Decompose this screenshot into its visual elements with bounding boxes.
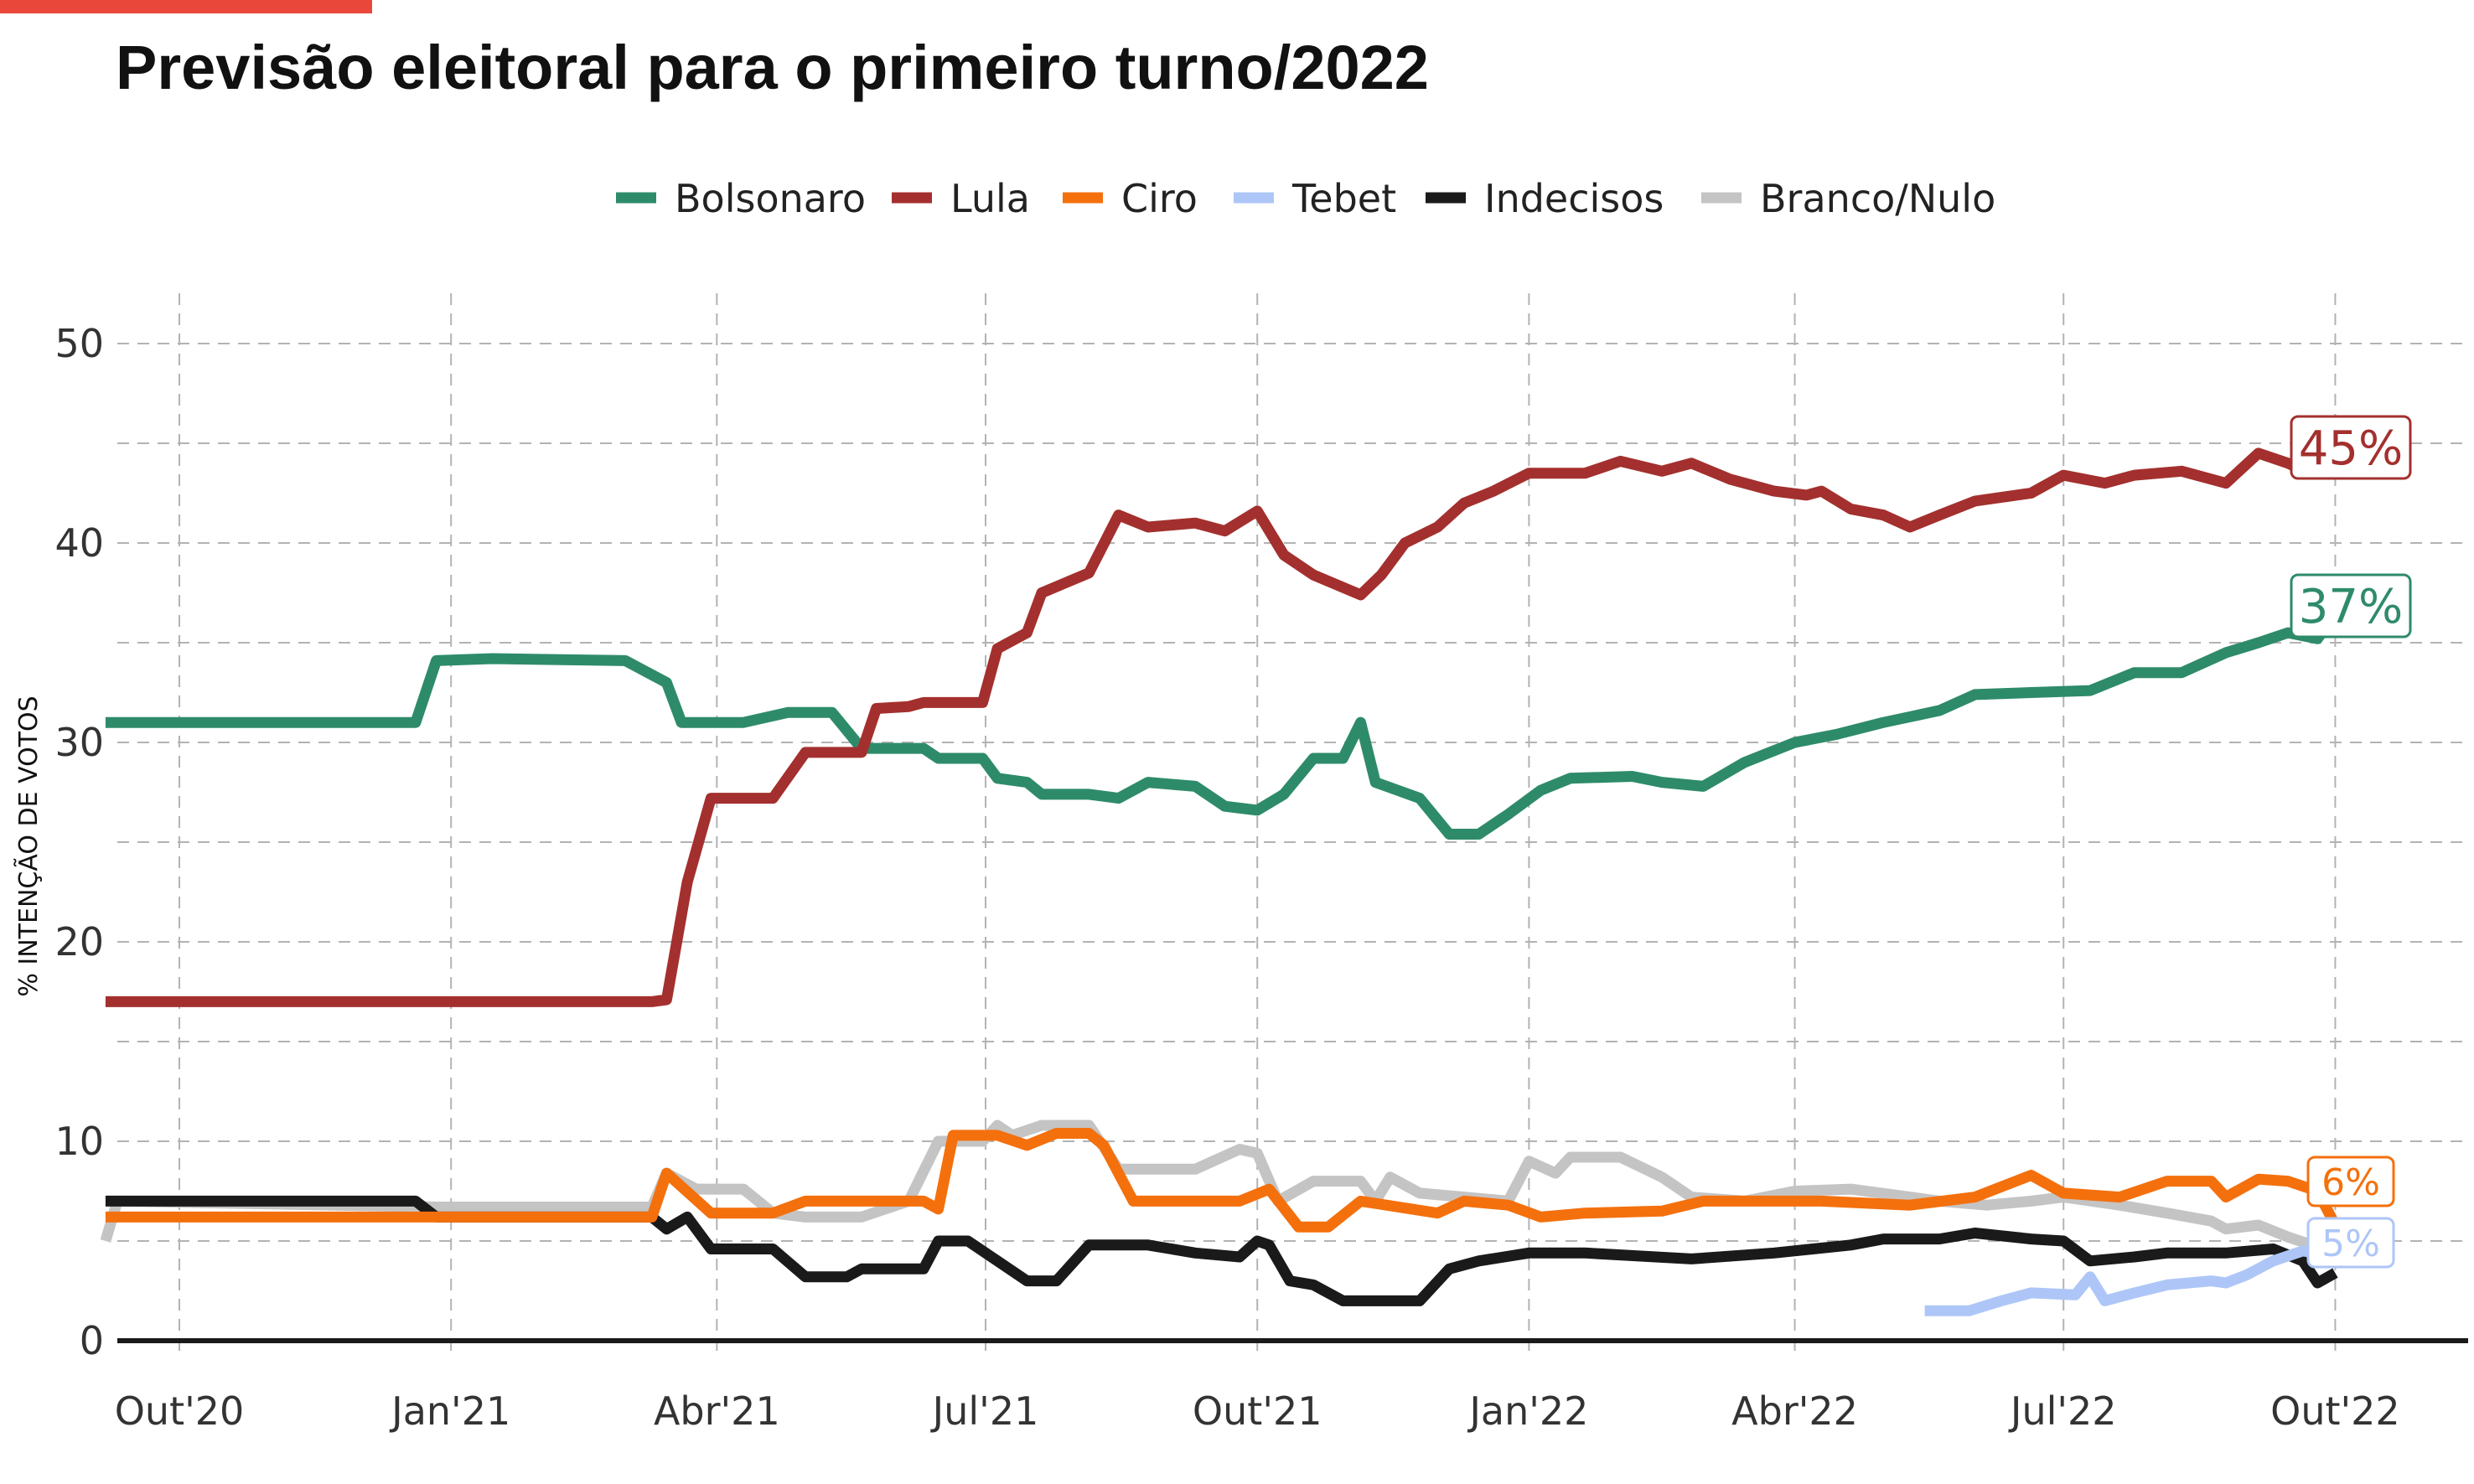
end-label-bolsonaro: 37%: [2290, 573, 2412, 639]
legend-label: Bolsonaro: [675, 176, 866, 221]
series-line-ciro: [105, 1128, 2341, 1233]
x-tick-label: Jan'21: [389, 1388, 510, 1434]
end-labels: 37% 45% 6% 5%: [2290, 415, 2412, 1269]
legend-label: Lula: [950, 176, 1030, 221]
chart-title: Previsão eleitoral para o primeiro turno…: [116, 33, 1429, 102]
y-axis-label: % INTENÇÃO DE VOTOS: [13, 695, 44, 996]
x-tick-label: Jan'22: [1467, 1388, 1588, 1434]
end-label-ciro: 6%: [2306, 1156, 2395, 1207]
grid: [117, 293, 2468, 1357]
legend-item-branconulo: Branco/Nulo: [1701, 176, 1995, 221]
end-label-tebet: 5%: [2306, 1217, 2395, 1269]
x-axis: Out'20 Jan'21 Abr'21 Jul'21 Out'21 Jan'22 Abr'…: [115, 1388, 2400, 1434]
series-line-indecisos: [105, 1195, 2338, 1306]
x-tick-label: Out'20: [115, 1388, 245, 1434]
legend-item-bolsonaro: Bolsonaro: [616, 176, 866, 221]
legend-label: Ciro: [1121, 176, 1198, 221]
end-label-text: 5%: [2321, 1223, 2380, 1265]
x-tick-label: Out'22: [2270, 1388, 2400, 1434]
y-tick-label: 0: [80, 1318, 104, 1363]
end-label-box: [2306, 1217, 2395, 1269]
x-tick-label: Out'21: [1193, 1388, 1322, 1434]
legend-label: Branco/Nulo: [1760, 176, 1995, 221]
x-tick-label: Jul'22: [2008, 1388, 2117, 1434]
legend-item-tebet: Tebet: [1234, 176, 1396, 221]
x-tick-label: Jul'21: [930, 1388, 1039, 1434]
y-tick-label: 10: [54, 1119, 104, 1164]
series-line-bolsonaro: [105, 611, 2340, 840]
end-label-box: [2290, 573, 2412, 639]
series-line-branconulo: [100, 1119, 2337, 1259]
y-axis: 0 10 20 30 40 50: [54, 321, 104, 1363]
end-label-text: 37%: [2299, 580, 2403, 634]
y-tick-label: 50: [54, 321, 104, 366]
y-tick-label: 40: [54, 520, 104, 566]
end-label-box: [2306, 1156, 2395, 1207]
x-tick-label: Abr'22: [1731, 1388, 1858, 1434]
legend-label: Tebet: [1291, 176, 1396, 221]
end-label-text: 45%: [2299, 421, 2403, 476]
accent-bar: [0, 0, 372, 13]
y-tick-label: 30: [54, 720, 104, 765]
series-lines: [100, 432, 2341, 1316]
x-tick-label: Abr'21: [654, 1388, 780, 1434]
end-label-box: [2290, 415, 2412, 480]
legend: Bolsonaro Lula Ciro Tebet Indecisos Branco/Nu…: [616, 176, 1995, 221]
legend-item-lula: Lula: [892, 176, 1030, 221]
legend-item-ciro: Ciro: [1063, 176, 1198, 221]
series-line-tebet: [1924, 1236, 2339, 1316]
end-label-text: 6%: [2321, 1161, 2380, 1204]
legend-item-indecisos: Indecisos: [1426, 176, 1664, 221]
end-label-lula: 45%: [2290, 415, 2412, 480]
series-line-lula: [105, 432, 2340, 1007]
legend-label: Indecisos: [1484, 176, 1664, 221]
y-tick-label: 20: [54, 919, 104, 964]
